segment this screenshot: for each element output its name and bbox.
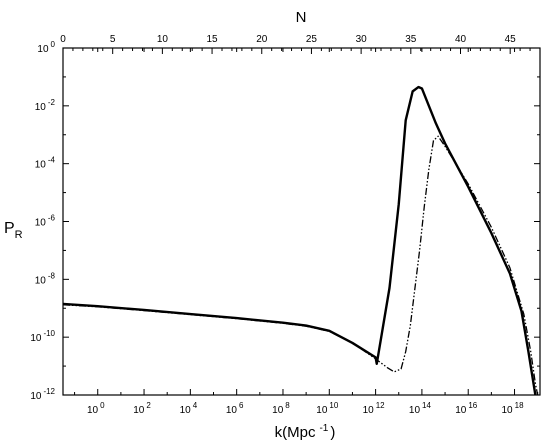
n-tick-label: 30	[356, 34, 368, 45]
y-axis-title-main: P	[4, 220, 15, 237]
x-tick-label: 10 4	[180, 401, 198, 416]
n-tick-label: 15	[207, 34, 219, 45]
x-tick-label: 10 14	[409, 401, 432, 416]
n-tick-label: 10	[157, 34, 169, 45]
n-tick-label: 25	[306, 34, 318, 45]
n-tick-label: 5	[110, 34, 116, 45]
x-tick-label: 10 6	[226, 401, 244, 416]
y-tick-label: 10 0	[37, 40, 55, 55]
x-tick-label: 10 0	[87, 401, 105, 416]
y-tick-label: 10 -12	[30, 387, 55, 402]
plot-frame	[62, 47, 541, 396]
n-tick-label: 35	[405, 34, 417, 45]
n-tick-label: 20	[256, 34, 268, 45]
y-axis-title-sub: R	[15, 229, 23, 241]
x-tick-label: 10 2	[133, 401, 151, 416]
ticks-layer	[62, 47, 541, 396]
x-tick-label: 10 18	[502, 401, 525, 416]
x-axis-title-close: )	[330, 424, 335, 441]
x-tick-label: 10 8	[272, 401, 290, 416]
x-axis-title: k(Mpc -1)	[275, 423, 336, 441]
y-tick-label: 10 -6	[35, 214, 56, 229]
series-layer	[62, 85, 539, 396]
y-tick-label: 10 -10	[30, 329, 55, 344]
n-tick-label: 0	[60, 34, 66, 45]
x-axis-title-main: k(Mpc	[275, 424, 316, 441]
x-tick-label: 10 16	[455, 401, 478, 416]
y-tick-label: 10 -8	[35, 271, 56, 286]
n-tick-label: 45	[505, 34, 517, 45]
y-tick-label: 10 -2	[35, 98, 56, 113]
y-tick-label: 10 -4	[35, 156, 56, 171]
x-axis-title-sup: -1	[319, 423, 328, 434]
x-tick-label: 10 10	[316, 401, 339, 416]
series-solid-line	[62, 85, 537, 396]
y-axis-title: PR	[4, 220, 23, 241]
series-dash-dot-line	[62, 135, 539, 396]
top-axis-title: N	[296, 9, 307, 26]
n-tick-label: 40	[455, 34, 467, 45]
x-tick-label: 10 12	[363, 401, 386, 416]
